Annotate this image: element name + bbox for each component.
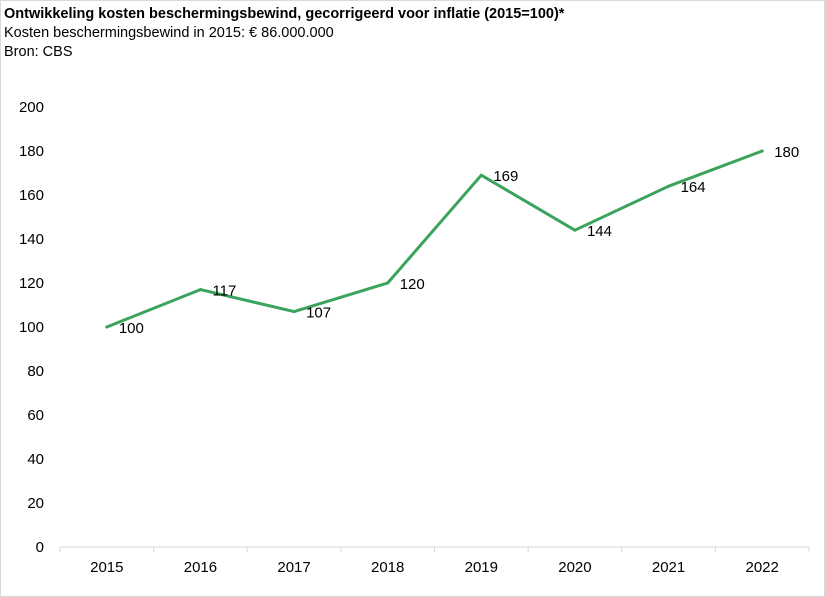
y-tick-label: 140 <box>19 231 44 248</box>
series-line <box>105 149 764 329</box>
data-label: 169 <box>493 168 518 185</box>
x-tick-label: 2017 <box>277 559 310 576</box>
chart-subtitle: Kosten beschermingsbewind in 2015: € 86.… <box>4 25 334 41</box>
data-point <box>105 325 109 329</box>
data-point <box>760 149 764 153</box>
data-labels: 100 117 107 120 169 144 164 180 <box>119 144 799 337</box>
y-tick-label: 180 <box>19 143 44 160</box>
data-point <box>479 173 483 177</box>
y-tick-label: 100 <box>19 319 44 336</box>
y-tick-label: 80 <box>27 363 44 380</box>
data-label: 164 <box>681 179 706 196</box>
data-label: 120 <box>400 276 425 293</box>
y-tick-label: 20 <box>27 495 44 512</box>
y-tick-label: 40 <box>27 451 44 468</box>
data-label: 117 <box>212 283 236 300</box>
data-label: 144 <box>587 223 612 240</box>
chart-header: Ontwikkeling kosten beschermingsbewind, … <box>4 5 564 62</box>
x-axis: 2015 2016 2017 2018 2019 2020 2021 2022 <box>59 546 810 576</box>
data-label: 100 <box>119 320 144 337</box>
y-tick-label: 120 <box>19 275 44 292</box>
chart-title: Ontwikkeling kosten beschermingsbewind, … <box>4 6 565 22</box>
data-point <box>573 228 577 232</box>
data-point <box>198 288 202 292</box>
y-tick-label: 60 <box>27 407 44 424</box>
chart-source: Bron: CBS <box>4 44 73 60</box>
x-tick-label: 2015 <box>90 559 123 576</box>
x-tick-label: 2021 <box>652 559 685 576</box>
data-point <box>292 310 296 314</box>
data-label: 107 <box>306 305 331 322</box>
data-point <box>386 281 390 285</box>
x-tick-label: 2020 <box>558 559 591 576</box>
x-tick-label: 2016 <box>184 559 217 576</box>
y-tick-label: 200 <box>19 99 44 116</box>
x-tick-label: 2018 <box>371 559 404 576</box>
data-point <box>667 184 671 188</box>
x-tick-label: 2022 <box>746 559 779 576</box>
series-layer <box>105 149 764 329</box>
data-label: 180 <box>774 144 799 161</box>
y-tick-label: 0 <box>36 539 44 556</box>
y-axis: 0 20 40 60 80 100 120 140 160 180 200 <box>19 99 44 556</box>
y-tick-label: 160 <box>19 187 44 204</box>
x-tick-label: 2019 <box>465 559 498 576</box>
